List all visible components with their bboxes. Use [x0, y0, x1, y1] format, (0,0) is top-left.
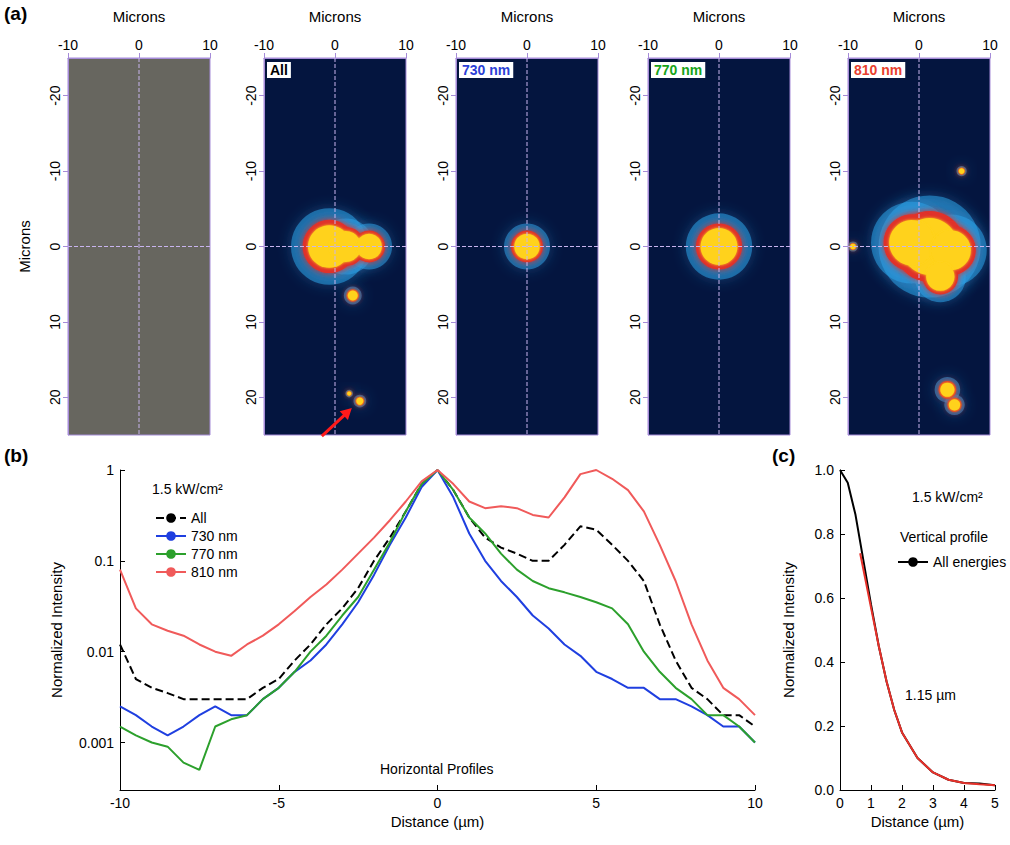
svg-text:Distance (µm): Distance (µm)	[871, 813, 965, 830]
svg-text:0.4: 0.4	[815, 654, 835, 670]
svg-text:20: 20	[827, 389, 843, 405]
svg-text:Vertical profile: Vertical profile	[900, 529, 988, 545]
svg-text:10: 10	[398, 37, 414, 53]
svg-text:20: 20	[243, 389, 259, 405]
svg-text:20: 20	[627, 389, 643, 405]
svg-text:-10: -10	[627, 161, 643, 181]
svg-text:All: All	[191, 510, 207, 526]
svg-text:-10: -10	[47, 161, 63, 181]
svg-text:Microns: Microns	[16, 220, 33, 273]
svg-text:770 nm: 770 nm	[654, 62, 702, 78]
svg-text:10: 10	[47, 314, 63, 330]
svg-text:0: 0	[627, 242, 643, 250]
svg-text:Normalized Intensity: Normalized Intensity	[780, 562, 797, 698]
svg-text:1.0: 1.0	[815, 462, 835, 478]
svg-text:0.0: 0.0	[815, 782, 835, 798]
svg-text:1: 1	[867, 795, 875, 811]
svg-text:10: 10	[590, 37, 606, 53]
svg-text:-20: -20	[627, 85, 643, 105]
svg-text:1.5 kW/cm²: 1.5 kW/cm²	[912, 489, 983, 505]
svg-text:0: 0	[523, 37, 531, 53]
svg-text:-10: -10	[435, 161, 451, 181]
svg-text:0: 0	[836, 795, 844, 811]
svg-text:0: 0	[47, 242, 63, 250]
svg-text:810 nm: 810 nm	[854, 62, 902, 78]
svg-text:-20: -20	[243, 85, 259, 105]
svg-text:770 nm: 770 nm	[191, 546, 238, 562]
svg-text:Normalized Intensity: Normalized Intensity	[48, 562, 65, 698]
svg-text:Microns: Microns	[693, 8, 746, 25]
svg-text:0.2: 0.2	[815, 718, 835, 734]
svg-text:4: 4	[960, 795, 968, 811]
svg-text:0: 0	[715, 37, 723, 53]
svg-text:0.01: 0.01	[87, 644, 114, 660]
svg-text:10: 10	[627, 314, 643, 330]
svg-text:-10: -10	[58, 37, 78, 53]
svg-text:20: 20	[435, 389, 451, 405]
svg-text:10: 10	[243, 314, 259, 330]
svg-text:-10: -10	[254, 37, 274, 53]
svg-text:0: 0	[827, 242, 843, 250]
svg-text:0.001: 0.001	[79, 735, 114, 751]
svg-text:0.6: 0.6	[815, 590, 835, 606]
svg-text:20: 20	[47, 389, 63, 405]
svg-text:2: 2	[898, 795, 906, 811]
svg-text:-10: -10	[838, 37, 858, 53]
svg-text:-20: -20	[435, 85, 451, 105]
svg-text:All: All	[270, 62, 288, 78]
svg-text:(c): (c)	[772, 445, 795, 466]
svg-text:0.1: 0.1	[95, 553, 115, 569]
svg-text:1.15 µm: 1.15 µm	[905, 687, 956, 703]
svg-text:Microns: Microns	[893, 8, 946, 25]
svg-text:3: 3	[929, 795, 937, 811]
svg-text:-10: -10	[243, 161, 259, 181]
svg-text:-10: -10	[638, 37, 658, 53]
svg-text:Microns: Microns	[309, 8, 362, 25]
svg-text:-10: -10	[827, 161, 843, 181]
svg-text:5: 5	[991, 795, 999, 811]
svg-text:730 nm: 730 nm	[462, 62, 510, 78]
svg-text:10: 10	[982, 37, 998, 53]
svg-text:-20: -20	[827, 85, 843, 105]
svg-text:5: 5	[592, 795, 600, 811]
svg-text:0: 0	[331, 37, 339, 53]
svg-text:1.5 kW/cm²: 1.5 kW/cm²	[152, 481, 223, 497]
svg-text:Microns: Microns	[113, 8, 166, 25]
svg-text:10: 10	[202, 37, 218, 53]
svg-text:0: 0	[434, 795, 442, 811]
svg-text:-10: -10	[446, 37, 466, 53]
svg-text:All energies: All energies	[933, 554, 1006, 570]
svg-text:-10: -10	[110, 795, 130, 811]
svg-text:1: 1	[106, 462, 114, 478]
svg-text:Microns: Microns	[501, 8, 554, 25]
svg-text:10: 10	[827, 314, 843, 330]
svg-text:810 nm: 810 nm	[191, 564, 238, 580]
svg-text:Distance (µm): Distance (µm)	[391, 813, 485, 830]
svg-text:(a): (a)	[4, 3, 27, 24]
svg-text:Horizontal Profiles: Horizontal Profiles	[380, 761, 494, 777]
svg-text:0: 0	[915, 37, 923, 53]
svg-text:0: 0	[435, 242, 451, 250]
svg-text:0: 0	[243, 242, 259, 250]
svg-text:10: 10	[747, 795, 763, 811]
svg-text:730 nm: 730 nm	[191, 528, 238, 544]
svg-text:10: 10	[782, 37, 798, 53]
svg-text:10: 10	[435, 314, 451, 330]
svg-text:-5: -5	[273, 795, 286, 811]
svg-text:0.8: 0.8	[815, 526, 835, 542]
svg-text:-20: -20	[47, 85, 63, 105]
svg-text:0: 0	[135, 37, 143, 53]
svg-text:(b): (b)	[4, 445, 28, 466]
